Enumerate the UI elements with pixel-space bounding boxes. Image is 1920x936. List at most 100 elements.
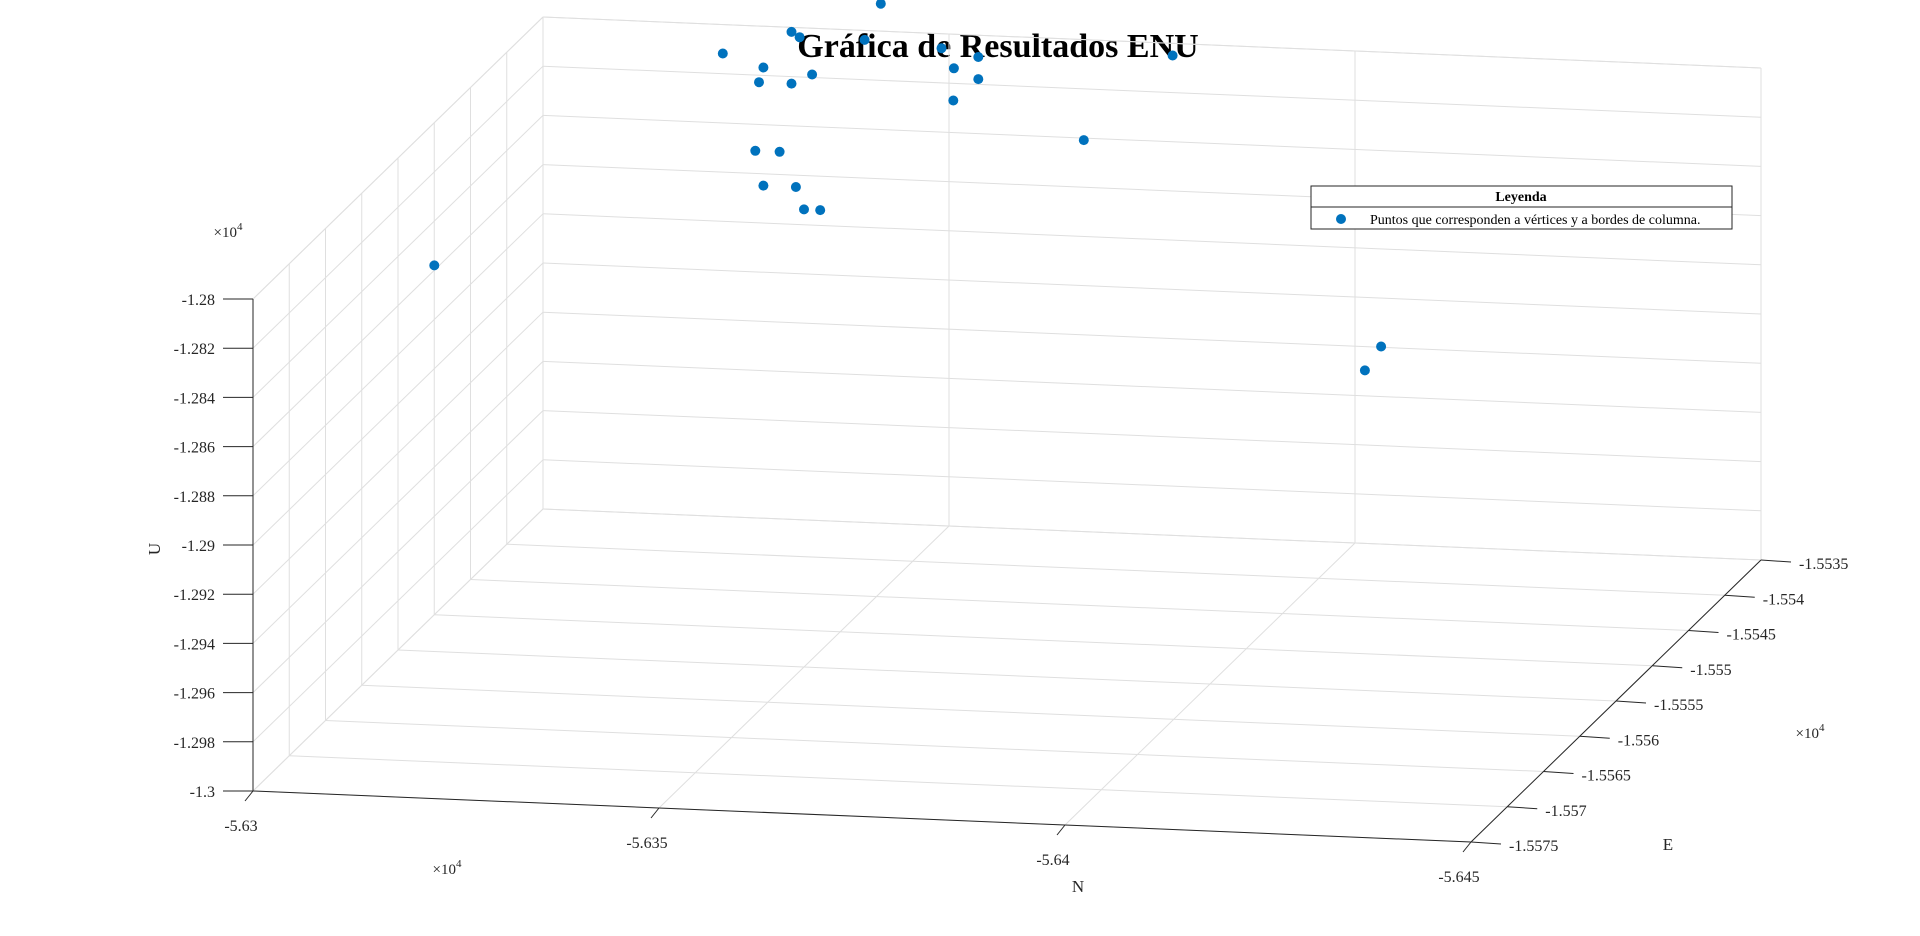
grid-line: [325, 720, 1544, 772]
x-tick-label: -5.635: [626, 835, 667, 852]
grid-line: [252, 213, 544, 497]
x-tick-label: -5.64: [1036, 852, 1069, 869]
y-tick-mark: [1507, 806, 1538, 810]
z-tick-label: -1.3: [190, 784, 215, 801]
grid-line: [542, 311, 1762, 364]
data-point: [1167, 50, 1178, 61]
z-tick-label: -1.282: [174, 341, 215, 358]
y-tick-label: -1.5545: [1727, 627, 1776, 644]
data-point: [754, 77, 764, 88]
grid-line: [542, 65, 1762, 118]
z-tick-label: -1.286: [174, 440, 215, 457]
z-tick-label: -1.29: [182, 538, 215, 555]
z-tick-label: -1.288: [174, 489, 215, 506]
y-tick-label: -1.557: [1545, 803, 1586, 820]
x-tick-mark: [1462, 841, 1472, 853]
y-tick-label: -1.556: [1618, 732, 1659, 749]
data-points: [429, 0, 1387, 376]
data-point: [1359, 365, 1370, 376]
y-tick-mark: [1724, 594, 1755, 598]
x-tick-label: -5.645: [1438, 869, 1479, 886]
data-point: [948, 63, 959, 74]
data-point: [786, 26, 797, 37]
grid-line: [361, 684, 1580, 737]
data-point: [973, 74, 984, 85]
legend-title: Leyenda: [1495, 190, 1546, 205]
tick-labels: -5.63 -5.635 -5.64 -5.645 -1.5575 -1.557 -1.55…: [174, 292, 1849, 886]
x-tick-mark: [650, 807, 660, 819]
x-axis-label: N: [1072, 877, 1084, 896]
z-tick-label: -1.296: [174, 686, 215, 703]
data-point: [790, 182, 801, 192]
grid-line: [542, 213, 1762, 266]
y-tick-label: -1.5575: [1509, 838, 1558, 855]
grid-line: [542, 262, 1762, 315]
data-point: [799, 204, 809, 215]
grid-line: [397, 649, 1617, 702]
data-point: [774, 146, 785, 157]
grid-line: [470, 579, 1689, 631]
data-point: [1078, 135, 1089, 146]
y-axis-label: E: [1663, 835, 1673, 854]
x-tick-mark: [1056, 824, 1066, 836]
z-tick-label: -1.28: [182, 292, 215, 309]
y-tick-mark: [1652, 665, 1683, 669]
y-tick-label: -1.554: [1763, 591, 1804, 608]
data-point: [1376, 341, 1387, 352]
grid-line: [506, 543, 1725, 596]
grid-line: [542, 114, 1762, 167]
grid-line: [252, 164, 544, 447]
grid-line: [542, 459, 1762, 512]
grid-layer: [252, 16, 1762, 843]
grid-line: [252, 65, 544, 349]
grid-line: [434, 614, 1653, 667]
grid-line: [542, 508, 1762, 561]
data-point: [429, 260, 440, 271]
legend-entry: Puntos que corresponden a vértices y a b…: [1370, 213, 1700, 228]
grid-line: [289, 755, 1508, 808]
legend: Leyenda Puntos que corresponden a vértic…: [1310, 185, 1733, 230]
data-point: [786, 78, 797, 89]
z-tick-label: -1.284: [174, 390, 215, 407]
grid-line: [542, 16, 1762, 69]
data-point: [794, 32, 805, 43]
legend-marker: [1336, 214, 1346, 224]
grid-line: [252, 262, 544, 546]
x-tick-mark: [244, 790, 254, 802]
data-point: [717, 48, 728, 59]
data-point: [948, 95, 959, 106]
grid-line: [252, 115, 544, 398]
grid-line: [542, 360, 1762, 413]
x-axis-line: [252, 790, 1472, 843]
y-tick-mark: [1543, 771, 1574, 774]
y-tick-mark: [1579, 735, 1610, 739]
x-multiplier: ×104: [433, 858, 462, 878]
z-tick-label: -1.292: [174, 587, 215, 604]
data-point: [750, 145, 761, 156]
data-point: [936, 43, 947, 54]
y-tick-mark: [1688, 630, 1719, 633]
grid-line: [252, 459, 544, 743]
grid-line: [542, 410, 1762, 463]
chart-title: Gráfica de Resultados ENU: [797, 28, 1198, 65]
y-tick-label: -1.5555: [1654, 697, 1703, 714]
axis-layer: [223, 298, 1792, 853]
grid-line: [252, 361, 544, 644]
data-point: [807, 69, 818, 80]
y-multiplier: ×104: [1796, 722, 1825, 742]
z-tick-label: -1.298: [174, 735, 215, 752]
grid-line: [252, 410, 544, 693]
grid-line: [252, 16, 544, 300]
y-tick-label: -1.5535: [1799, 556, 1848, 573]
data-point: [758, 180, 769, 191]
grid-line: [252, 508, 544, 792]
y-tick-label: -1.555: [1690, 662, 1731, 679]
z-multiplier: ×104: [214, 221, 243, 241]
y-tick-mark: [1615, 700, 1647, 704]
z-tick-label: -1.294: [174, 636, 215, 653]
y-tick-mark: [1470, 841, 1502, 845]
data-point: [859, 34, 870, 45]
x-tick-label: -5.63: [224, 818, 257, 835]
y-tick-label: -1.5565: [1582, 768, 1631, 785]
